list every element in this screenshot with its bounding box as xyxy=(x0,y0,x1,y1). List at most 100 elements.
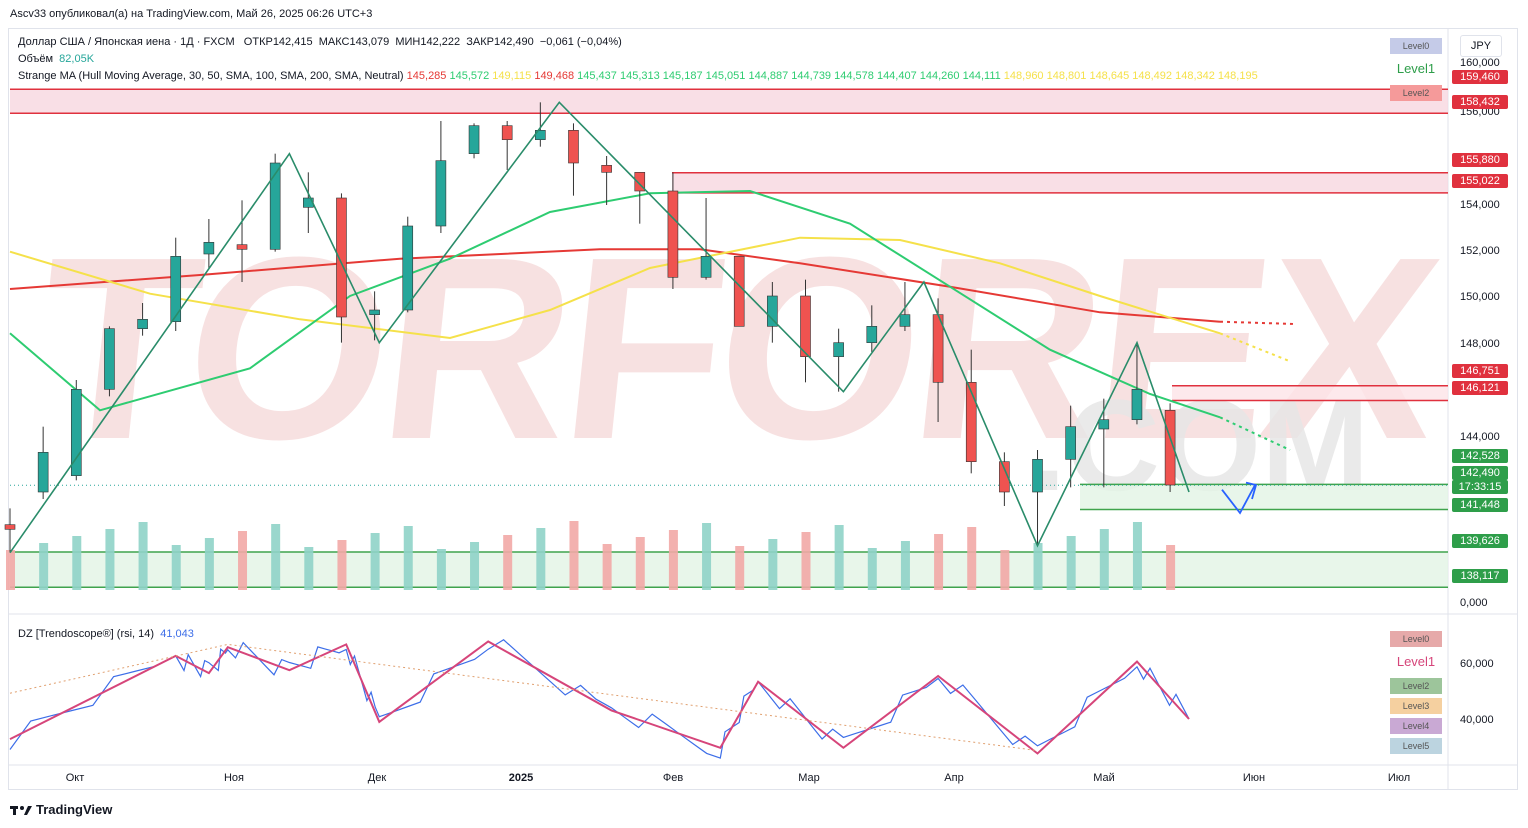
volume-bar xyxy=(1033,543,1043,590)
ma-value: 148,195 xyxy=(1214,70,1258,82)
projection-arrowhead xyxy=(1245,481,1258,500)
ma-value: 144,111 xyxy=(959,70,1001,82)
volume-bar xyxy=(470,542,480,590)
ohlc-close: ЗАКР142,490 xyxy=(466,36,534,48)
price-label: 139,626 xyxy=(1452,534,1508,548)
ma-value: 144,260 xyxy=(916,70,960,82)
candle-body xyxy=(568,130,579,164)
level0-box[interactable]: Level0 xyxy=(1390,38,1442,54)
rsi-tick: 40,000 xyxy=(1460,714,1494,726)
time-tick: 2025 xyxy=(508,772,534,784)
volume-bar xyxy=(204,538,214,590)
rsi-legend[interactable]: DZ [Trendoscope®] (rsi, 14) 41,043 xyxy=(18,628,194,640)
candle-body xyxy=(899,314,911,327)
candle-body xyxy=(170,256,182,322)
ohlc-change: −0,061 (−0,04%) xyxy=(539,36,622,48)
volume-bar xyxy=(602,544,612,590)
rsi-level5-box[interactable]: Level5 xyxy=(1390,738,1442,754)
volume-bar xyxy=(171,545,181,590)
candle-body xyxy=(236,244,248,250)
ma-value: 148,492 xyxy=(1129,70,1173,82)
price-label: 158,432 xyxy=(1452,95,1508,109)
price-tick: 150,000 xyxy=(1460,291,1500,303)
volume-bar xyxy=(834,525,844,590)
projection-arrow xyxy=(1221,484,1256,515)
volume-bar xyxy=(967,527,977,590)
time-tick: Окт xyxy=(65,772,85,784)
currency-button[interactable]: JPY xyxy=(1460,35,1502,57)
candle-body xyxy=(733,256,745,327)
price-tick: 152,000 xyxy=(1460,245,1500,257)
ma-value: 149,115 xyxy=(489,70,532,82)
ma-value: 145,572 xyxy=(446,70,490,82)
candle-body xyxy=(468,125,480,154)
candle-body xyxy=(1131,389,1143,420)
sr-zone xyxy=(1080,484,1448,510)
volume-bar xyxy=(635,537,645,590)
tradingview-logo[interactable]: TradingView xyxy=(10,802,112,817)
ma-legend[interactable]: Strange MA (Hull Moving Average, 30, 50,… xyxy=(18,70,1438,82)
rsi-level3-box[interactable]: Level3 xyxy=(1390,698,1442,714)
volume-bar xyxy=(668,530,678,590)
candle-body xyxy=(402,225,414,311)
ohlc-open: ОТКР142,415 xyxy=(243,36,313,48)
ma-indicator-name: Strange MA (Hull Moving Average, 30, 50,… xyxy=(18,70,404,82)
volume-bar xyxy=(934,534,944,590)
rsi-level2-box[interactable]: Level2 xyxy=(1390,678,1442,694)
candle-body xyxy=(137,319,148,329)
symbol-legend[interactable]: Доллар США / Японская иена · 1Д · FXCM О… xyxy=(18,36,622,48)
candle-body xyxy=(833,342,844,357)
time-tick: Ноя xyxy=(223,772,245,784)
ma-value: 148,342 xyxy=(1172,70,1215,82)
level1-box[interactable]: Level1 xyxy=(1396,61,1436,76)
volume-bar xyxy=(105,529,115,590)
ma50-line xyxy=(9,189,1221,419)
level2-box[interactable]: Level2 xyxy=(1390,85,1442,101)
rsi-level4-box[interactable]: Level4 xyxy=(1390,718,1442,734)
volume-bar xyxy=(1066,536,1076,590)
volume-bar xyxy=(138,522,148,590)
ma-value: 145,187 xyxy=(659,70,703,82)
ohlc-high: МАКС143,079 xyxy=(318,36,390,48)
price-label: 138,117 xyxy=(1452,569,1508,583)
rsi-indicator-name: DZ [Trendoscope®] (rsi, 14) xyxy=(18,628,155,640)
volume-bar xyxy=(735,546,745,590)
volume-bar xyxy=(238,531,248,590)
price-tick: 148,000 xyxy=(1460,338,1500,350)
candle-body xyxy=(767,295,778,327)
ma-value: 148,960 xyxy=(1000,70,1044,82)
zigzag-line xyxy=(9,101,1190,554)
sr-zone xyxy=(10,89,1448,114)
volume-bar xyxy=(6,550,15,590)
ma-value: 144,739 xyxy=(788,70,832,82)
volume-bar xyxy=(801,532,811,590)
volume-bar xyxy=(403,526,413,590)
ma200-projection xyxy=(1219,320,1296,325)
price-tick: 154,000 xyxy=(1460,199,1500,211)
price-label: 155,022 xyxy=(1452,174,1508,188)
volume-bar xyxy=(304,547,314,590)
volume-legend[interactable]: Объём 82,05K xyxy=(18,53,94,65)
time-tick: Июн xyxy=(1242,772,1266,784)
volume-bar xyxy=(569,521,579,590)
candle-body xyxy=(965,382,977,462)
candle-body xyxy=(501,125,513,140)
time-tick: Июл xyxy=(1387,772,1411,784)
candle-body xyxy=(999,461,1010,493)
symbol-title: Доллар США / Японская иена · 1Д · FXCM xyxy=(18,36,235,48)
ma-value: 149,468 xyxy=(531,70,575,82)
rsi-level0-box[interactable]: Level0 xyxy=(1390,631,1442,647)
price-label: 159,460 xyxy=(1452,70,1508,84)
ma-value: 145,051 xyxy=(702,70,746,82)
ma-value: 145,313 xyxy=(616,70,660,82)
ma100-line xyxy=(9,236,1221,340)
sr-zone xyxy=(10,552,1448,588)
chart-frame xyxy=(8,28,1518,790)
candle-body xyxy=(70,389,82,476)
rsi-level1-box[interactable]: Level1 xyxy=(1396,654,1436,669)
candle-body xyxy=(1164,410,1176,486)
candle-body xyxy=(104,328,115,390)
volume-value: 82,05K xyxy=(59,53,95,65)
volume-bar xyxy=(1000,550,1010,590)
